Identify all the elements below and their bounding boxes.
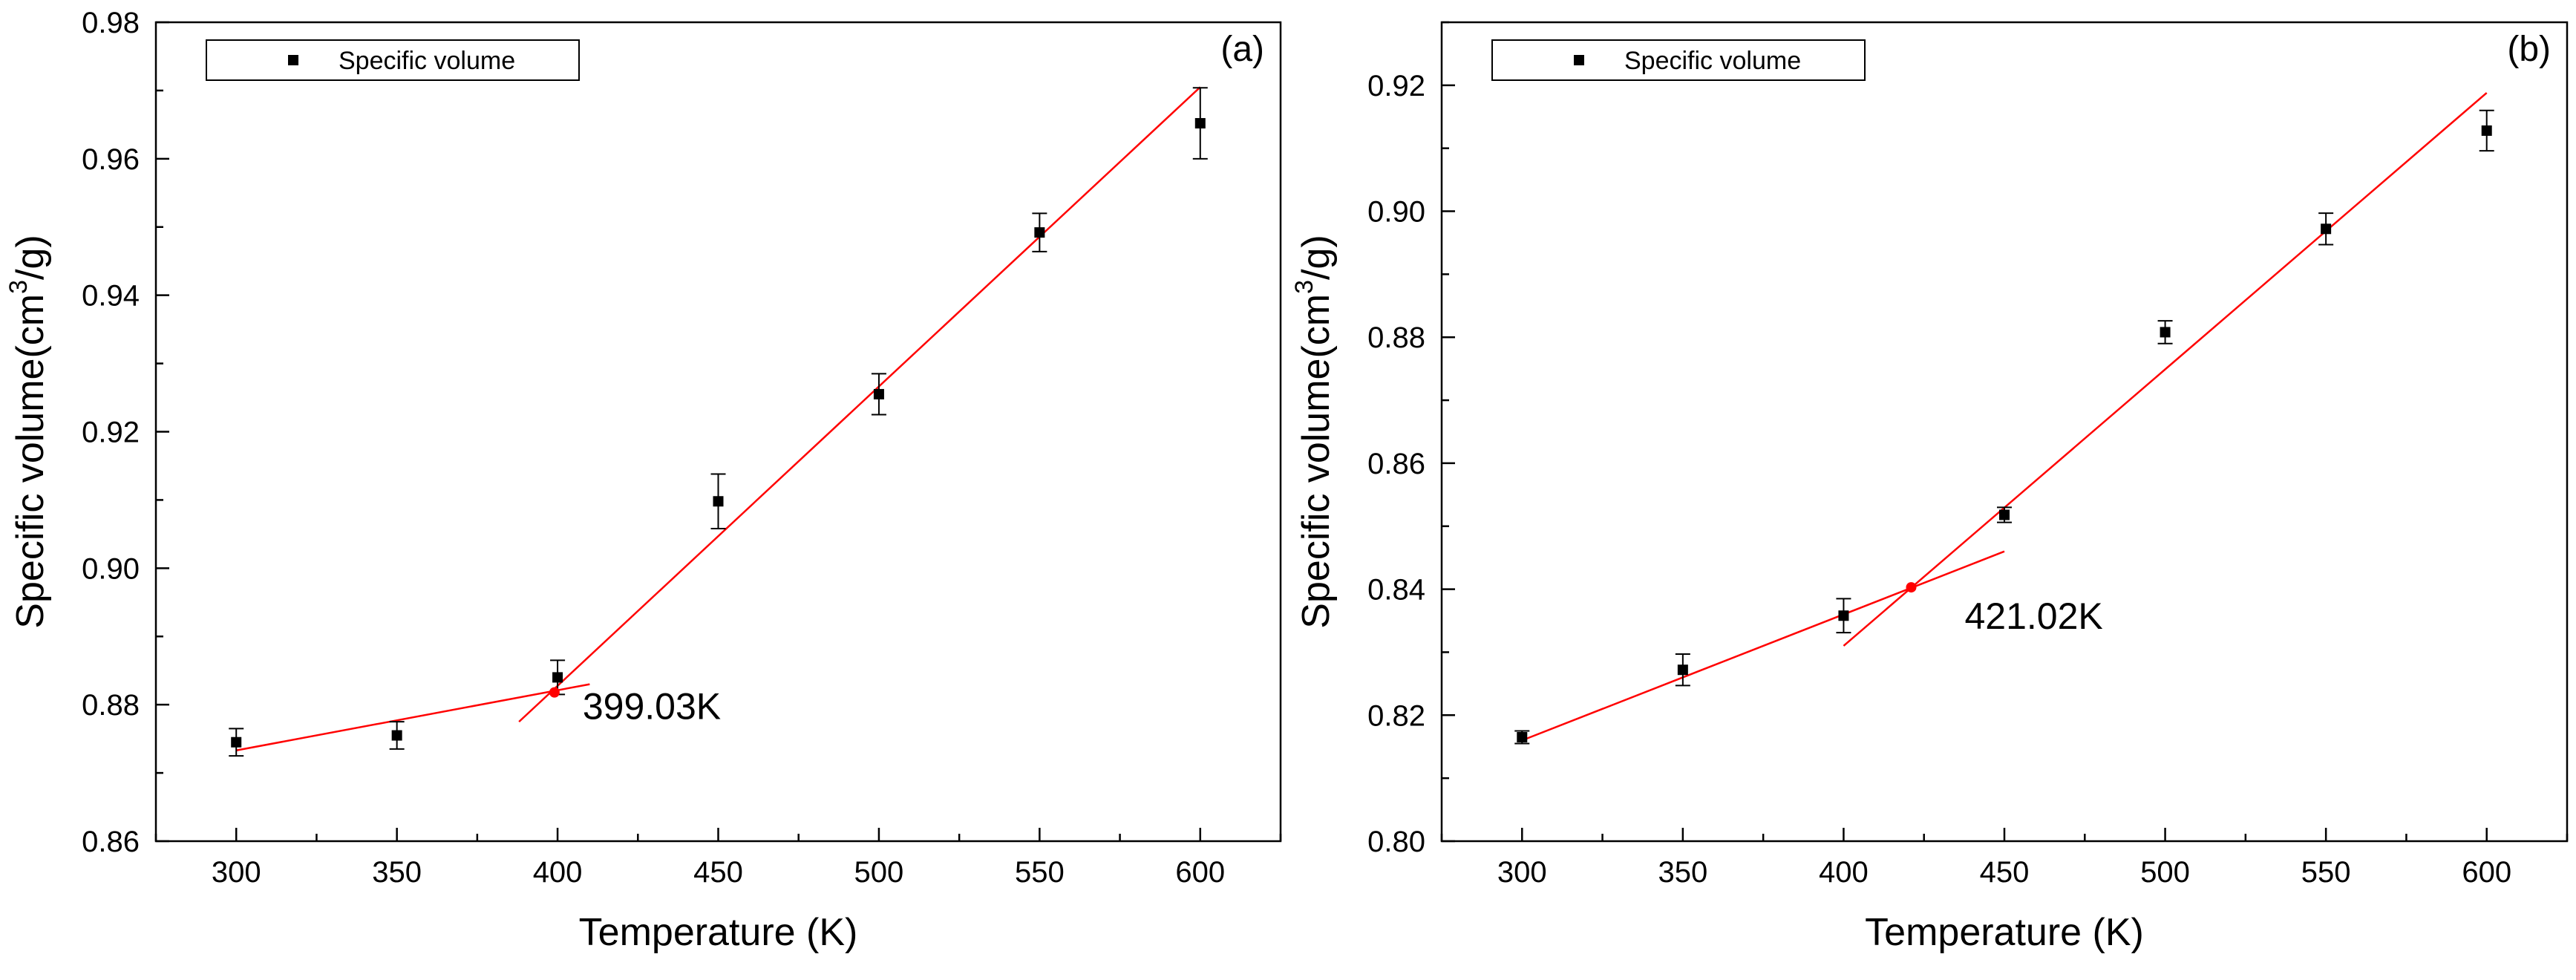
intersection-label: 399.03K: [583, 686, 721, 728]
x-axis-title: Temperature (K): [579, 911, 858, 954]
legend-box: [1491, 39, 1866, 81]
data-point: [2160, 327, 2171, 338]
data-point: [1677, 664, 1688, 676]
y-axis-title: Specific volume(cm3/g): [4, 235, 52, 628]
y-tick-label: 0.94: [82, 280, 140, 313]
x-tick-label: 300: [212, 856, 261, 889]
intersection-point: [1906, 582, 1917, 593]
chart-panel-b: 300 350 400 450 500 550 600 0.80 0.82 0.84 0.86 0.8…: [1290, 21, 2569, 954]
intersection-label: 421.02K: [1964, 595, 2102, 637]
legend-marker: [1574, 55, 1584, 65]
fit-line: [235, 683, 590, 751]
intersection-point: [549, 687, 560, 698]
y-axis-title-end: /g): [1295, 235, 1338, 280]
fit-line: [1843, 92, 2488, 647]
data-point: [2481, 125, 2492, 136]
x-axis-title: Temperature (K): [1865, 911, 2144, 954]
data-point: [1034, 227, 1045, 238]
x-tick-label: 550: [1015, 856, 1065, 889]
data-point: [873, 388, 884, 399]
legend-label: Specific volume: [1624, 47, 1801, 75]
y-tick-label: 0.84: [1367, 574, 1425, 607]
fit-line: [518, 86, 1201, 723]
x-tick-label: 600: [1175, 856, 1225, 889]
y-tick-label: 0.86: [82, 826, 140, 858]
x-tick-label: 400: [533, 856, 583, 889]
x-tick-label: 450: [693, 856, 743, 889]
panel-label: (b): [2507, 30, 2551, 69]
x-tick-label: 500: [2140, 856, 2190, 889]
fit-line: [1521, 550, 2005, 742]
data-point: [713, 496, 724, 507]
y-tick-label: 0.80: [1367, 826, 1425, 858]
data-point: [1194, 118, 1206, 129]
y-tick-label: 0.98: [82, 7, 140, 39]
y-axis-title-superscript: 3: [4, 280, 33, 294]
y-axis-title-main: Specific volume(cm: [9, 294, 52, 629]
plot-frame: [1440, 21, 2569, 843]
y-tick-label: 0.86: [1367, 448, 1425, 480]
data-point: [1999, 509, 2010, 520]
chart-panel-a: 300 350 400 450 500 550 600 0.86 0.88 0.90 0.92 0.9…: [4, 7, 1282, 954]
x-tick-label: 350: [1658, 856, 1707, 889]
y-tick-label: 0.90: [1367, 196, 1425, 229]
y-axis-title-superscript: 3: [1290, 280, 1318, 294]
x-tick-label: 450: [1980, 856, 2030, 889]
legend-box: [206, 39, 580, 81]
data-point: [1517, 732, 1528, 743]
data-point: [231, 736, 242, 748]
x-tick-label: 350: [372, 856, 422, 889]
y-axis-title: Specific volume(cm3/g): [1290, 235, 1338, 628]
x-tick-label: 600: [2462, 856, 2511, 889]
y-tick-label: 0.92: [82, 416, 140, 449]
legend-marker: [288, 55, 298, 65]
legend-label: Specific volume: [339, 47, 515, 75]
x-tick-label: 500: [854, 856, 904, 889]
y-axis-title-main: Specific volume(cm: [1295, 294, 1338, 629]
data-point: [1838, 610, 1849, 621]
y-tick-label: 0.92: [1367, 70, 1425, 102]
y-tick-label: 0.88: [1367, 321, 1425, 354]
y-tick-label: 0.96: [82, 143, 140, 176]
y-tick-label: 0.88: [82, 689, 140, 722]
y-tick-label: 0.90: [82, 552, 140, 585]
y-tick-label: 0.82: [1367, 699, 1425, 732]
panel-label: (a): [1220, 30, 1264, 69]
x-tick-label: 300: [1497, 856, 1547, 889]
y-axis-title-end: /g): [9, 235, 52, 280]
data-point: [391, 730, 402, 741]
data-point: [2321, 223, 2332, 235]
x-tick-label: 550: [2301, 856, 2351, 889]
data-point: [552, 672, 563, 683]
x-tick-label: 400: [1819, 856, 1869, 889]
